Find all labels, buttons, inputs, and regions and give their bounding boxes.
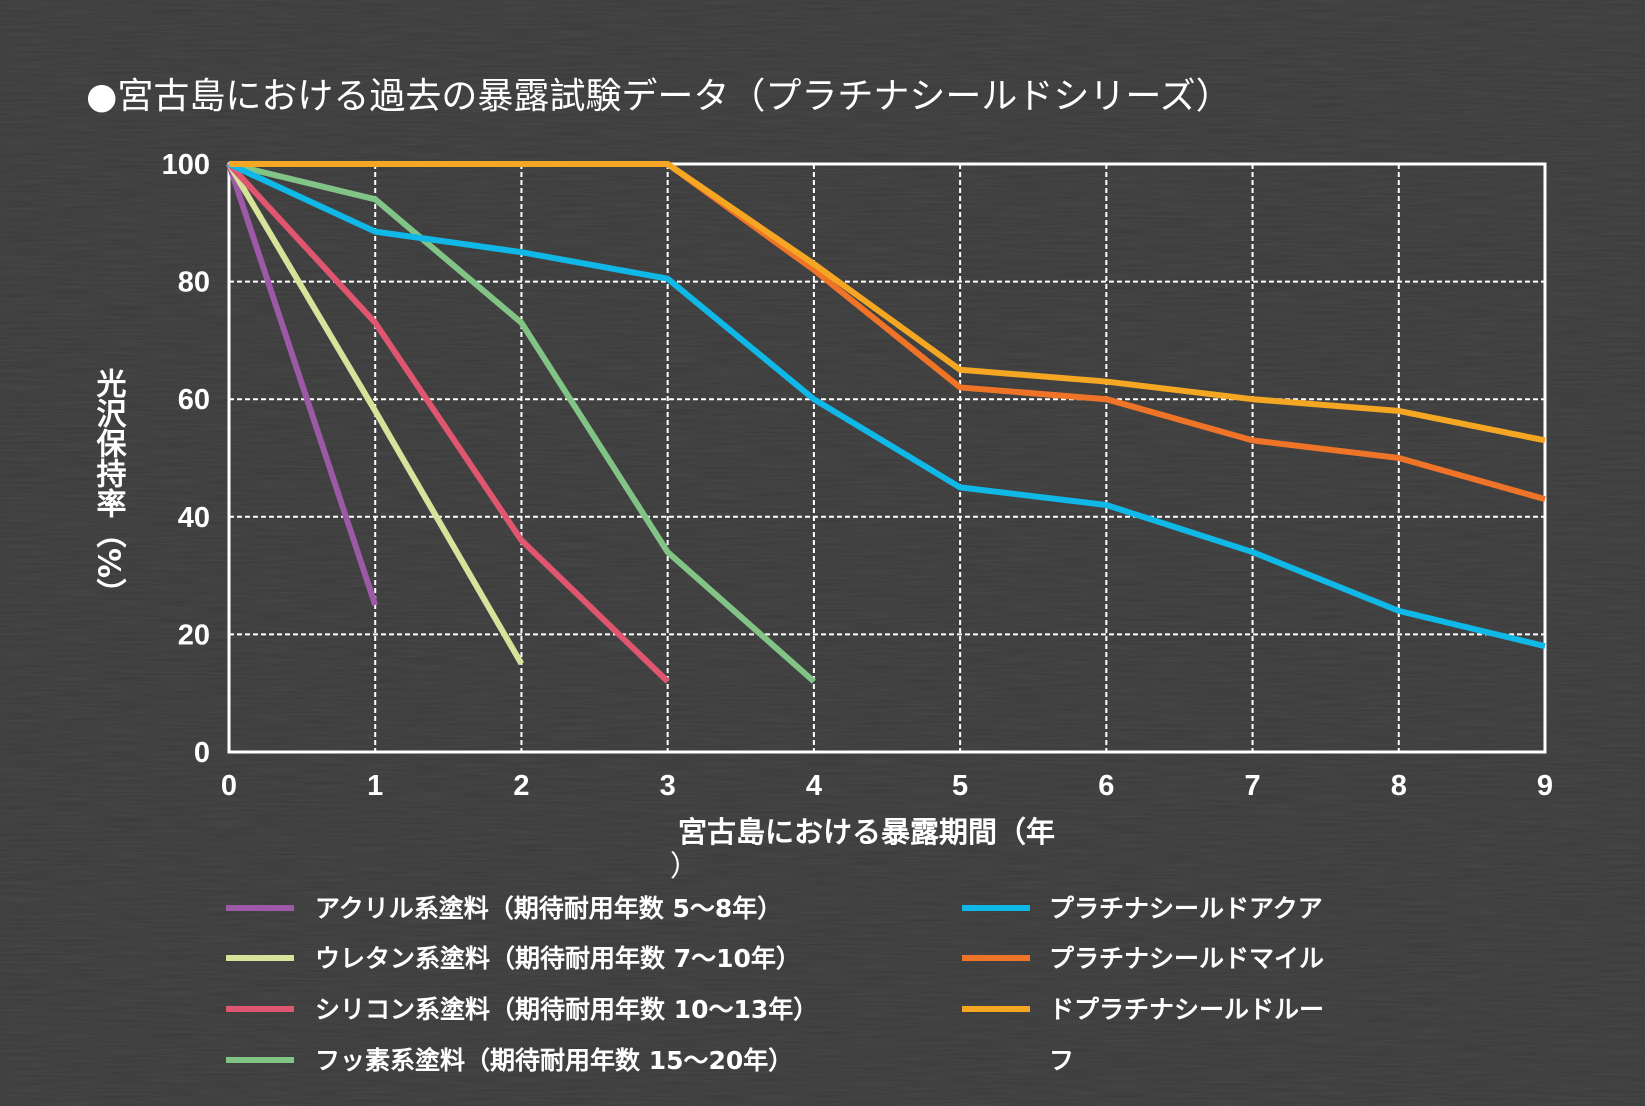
legend-item: フッ素系塗料（期待耐用年数 15～20年） — [226, 1046, 793, 1075]
legend-label: ウレタン系塗料（期待耐用年数 7～10年） — [315, 944, 801, 973]
x-tick-label: 3 — [660, 770, 676, 802]
x-tick-label: 9 — [1537, 770, 1553, 802]
y-axis-label: 光沢保持率（%） — [91, 368, 127, 608]
legend-label: プラチナシールドマイル — [1049, 944, 1324, 973]
legend-item: プラチナシールドアクア — [962, 894, 1323, 923]
y-tick-label: 80 — [178, 267, 210, 299]
y-tick-label: 100 — [162, 149, 210, 181]
x-tick-label: 6 — [1098, 770, 1114, 802]
y-tick-label: 0 — [194, 737, 210, 769]
chart-title: ●宮古島における過去の暴露試験データ（プラチナシールドシリーズ） — [86, 76, 1232, 117]
legend-label: シリコン系塗料（期待耐用年数 10～13年） — [315, 995, 818, 1024]
x-tick-label: 0 — [221, 770, 237, 802]
legend-label-wrap: フ — [1049, 1046, 1074, 1075]
x-axis-label: 宮古島における暴露期間（年 — [678, 815, 1055, 849]
x-axis-label-wrap: ） — [670, 849, 699, 883]
series-line — [226, 162, 525, 666]
legend: アクリル系塗料（期待耐用年数 5～8年） ウレタン系塗料（期待耐用年数 7～10年… — [226, 894, 1324, 1075]
x-tick-label: 1 — [367, 770, 383, 802]
x-tick-label: 4 — [806, 770, 822, 802]
legend-item: プラチナシールドマイル — [962, 944, 1324, 973]
plot-frame — [227, 162, 1547, 754]
legend-item: アクリル系塗料（期待耐用年数 5～8年） — [226, 894, 782, 923]
legend-item: シリコン系塗料（期待耐用年数 10～13年） — [226, 995, 818, 1024]
series-line — [229, 161, 1546, 444]
legend-label: プラチナシールドアクア — [1049, 894, 1323, 923]
series-line — [226, 161, 670, 684]
series-group — [226, 161, 1546, 684]
x-tick-label: 7 — [1244, 770, 1260, 802]
grid — [229, 164, 1545, 752]
legend-label: フッ素系塗料（期待耐用年数 15～20年） — [315, 1046, 793, 1075]
legend-label: アクリル系塗料（期待耐用年数 5～8年） — [315, 894, 782, 923]
y-tick-label: 60 — [178, 384, 210, 416]
legend-label: ドプラチナシールドルー — [1049, 995, 1324, 1024]
y-tick-label: 40 — [178, 502, 210, 534]
series-line — [226, 163, 379, 606]
y-tick-label: 20 — [178, 619, 210, 651]
series-line — [227, 161, 1546, 650]
x-tick-label: 5 — [952, 770, 968, 802]
x-tick-label: 8 — [1391, 770, 1407, 802]
legend-item: ウレタン系塗料（期待耐用年数 7～10年） — [226, 944, 801, 973]
ticks: 0 1 2 3 4 5 6 7 8 9 0 20 40 60 80 100 — [162, 149, 1553, 802]
series-line — [228, 161, 816, 684]
x-tick-label: 2 — [513, 770, 529, 802]
